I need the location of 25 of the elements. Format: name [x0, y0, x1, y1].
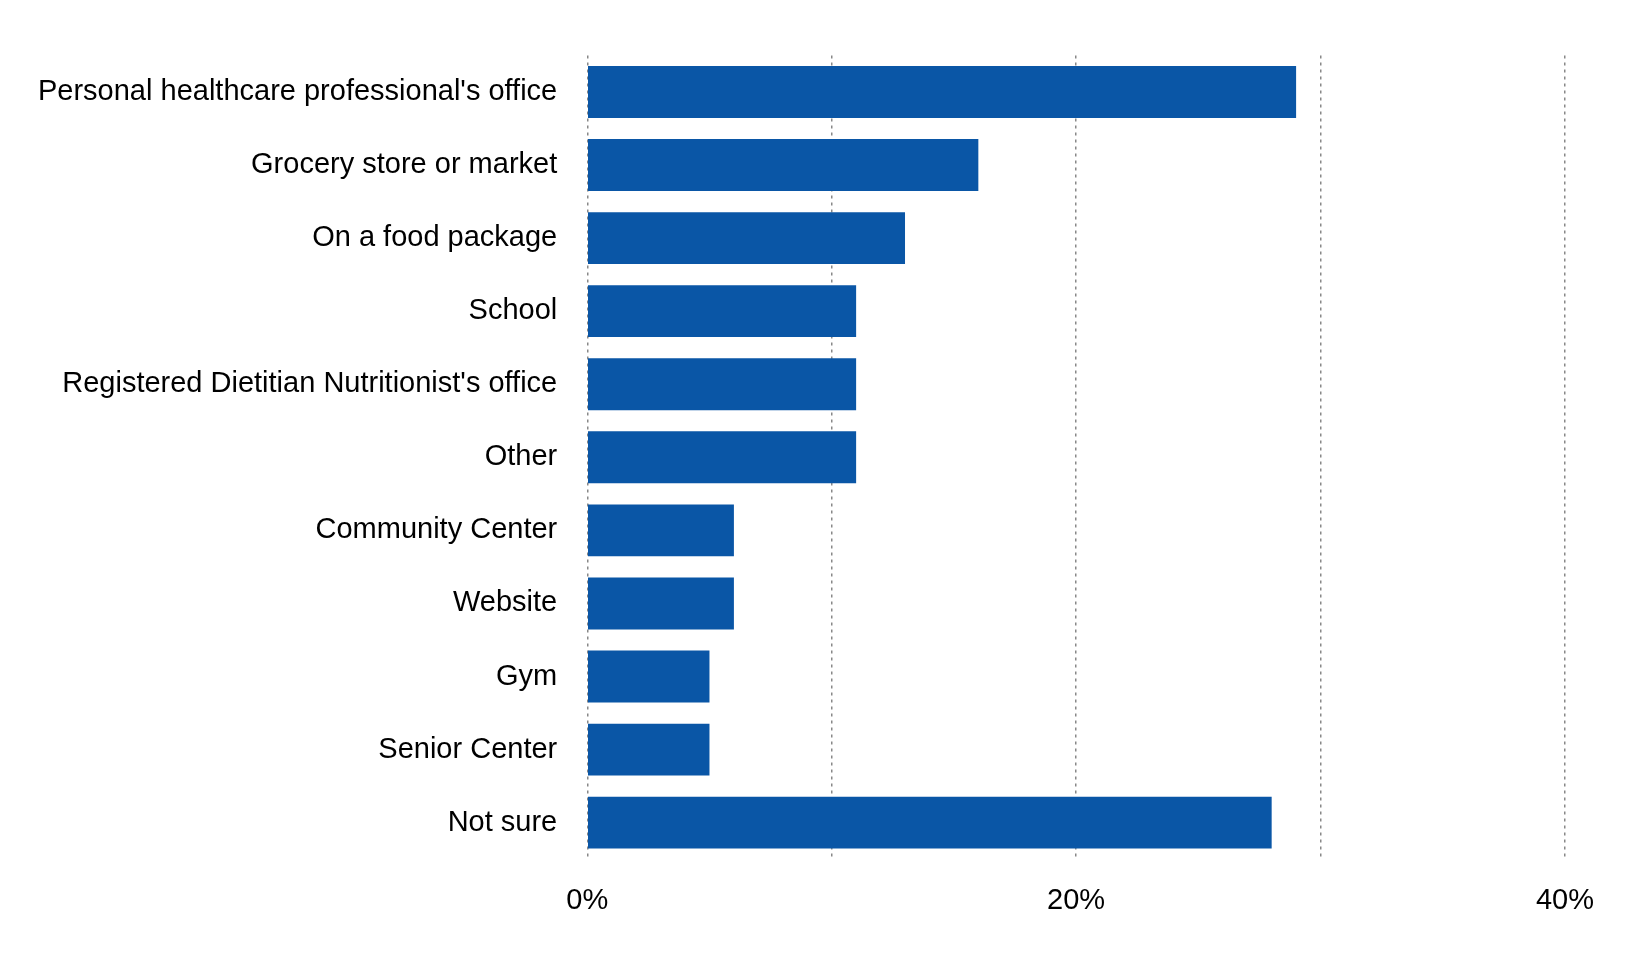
- x-tick-label: 20%: [1047, 882, 1106, 915]
- bar: [588, 66, 1297, 118]
- bar: [588, 431, 857, 484]
- bar: [588, 139, 979, 191]
- y-tick-label: School: [468, 293, 558, 326]
- y-tick-label: Personal healthcare professional's office: [37, 73, 558, 106]
- y-tick-label: Senior Center: [378, 731, 558, 764]
- bar: [588, 285, 857, 338]
- y-tick-label: Community Center: [315, 512, 558, 545]
- x-tick-label: 40%: [1535, 882, 1594, 915]
- y-tick-label: Website: [453, 585, 558, 618]
- y-tick-label: Gym: [496, 658, 558, 691]
- bar: [588, 723, 710, 776]
- y-tick-label: Registered Dietitian Nutritionist's office: [62, 366, 558, 399]
- y-tick-label: Not sure: [447, 804, 558, 837]
- bar: [588, 577, 734, 630]
- bar: [588, 212, 906, 265]
- bar: [588, 650, 710, 703]
- y-tick-label: On a food package: [312, 220, 558, 253]
- x-tick-label: 0%: [566, 882, 609, 915]
- bar: [588, 796, 1272, 849]
- y-tick-label: Other: [484, 439, 558, 472]
- bar: [588, 504, 734, 557]
- bar: [588, 358, 857, 411]
- y-tick-label: Grocery store or market: [251, 147, 558, 180]
